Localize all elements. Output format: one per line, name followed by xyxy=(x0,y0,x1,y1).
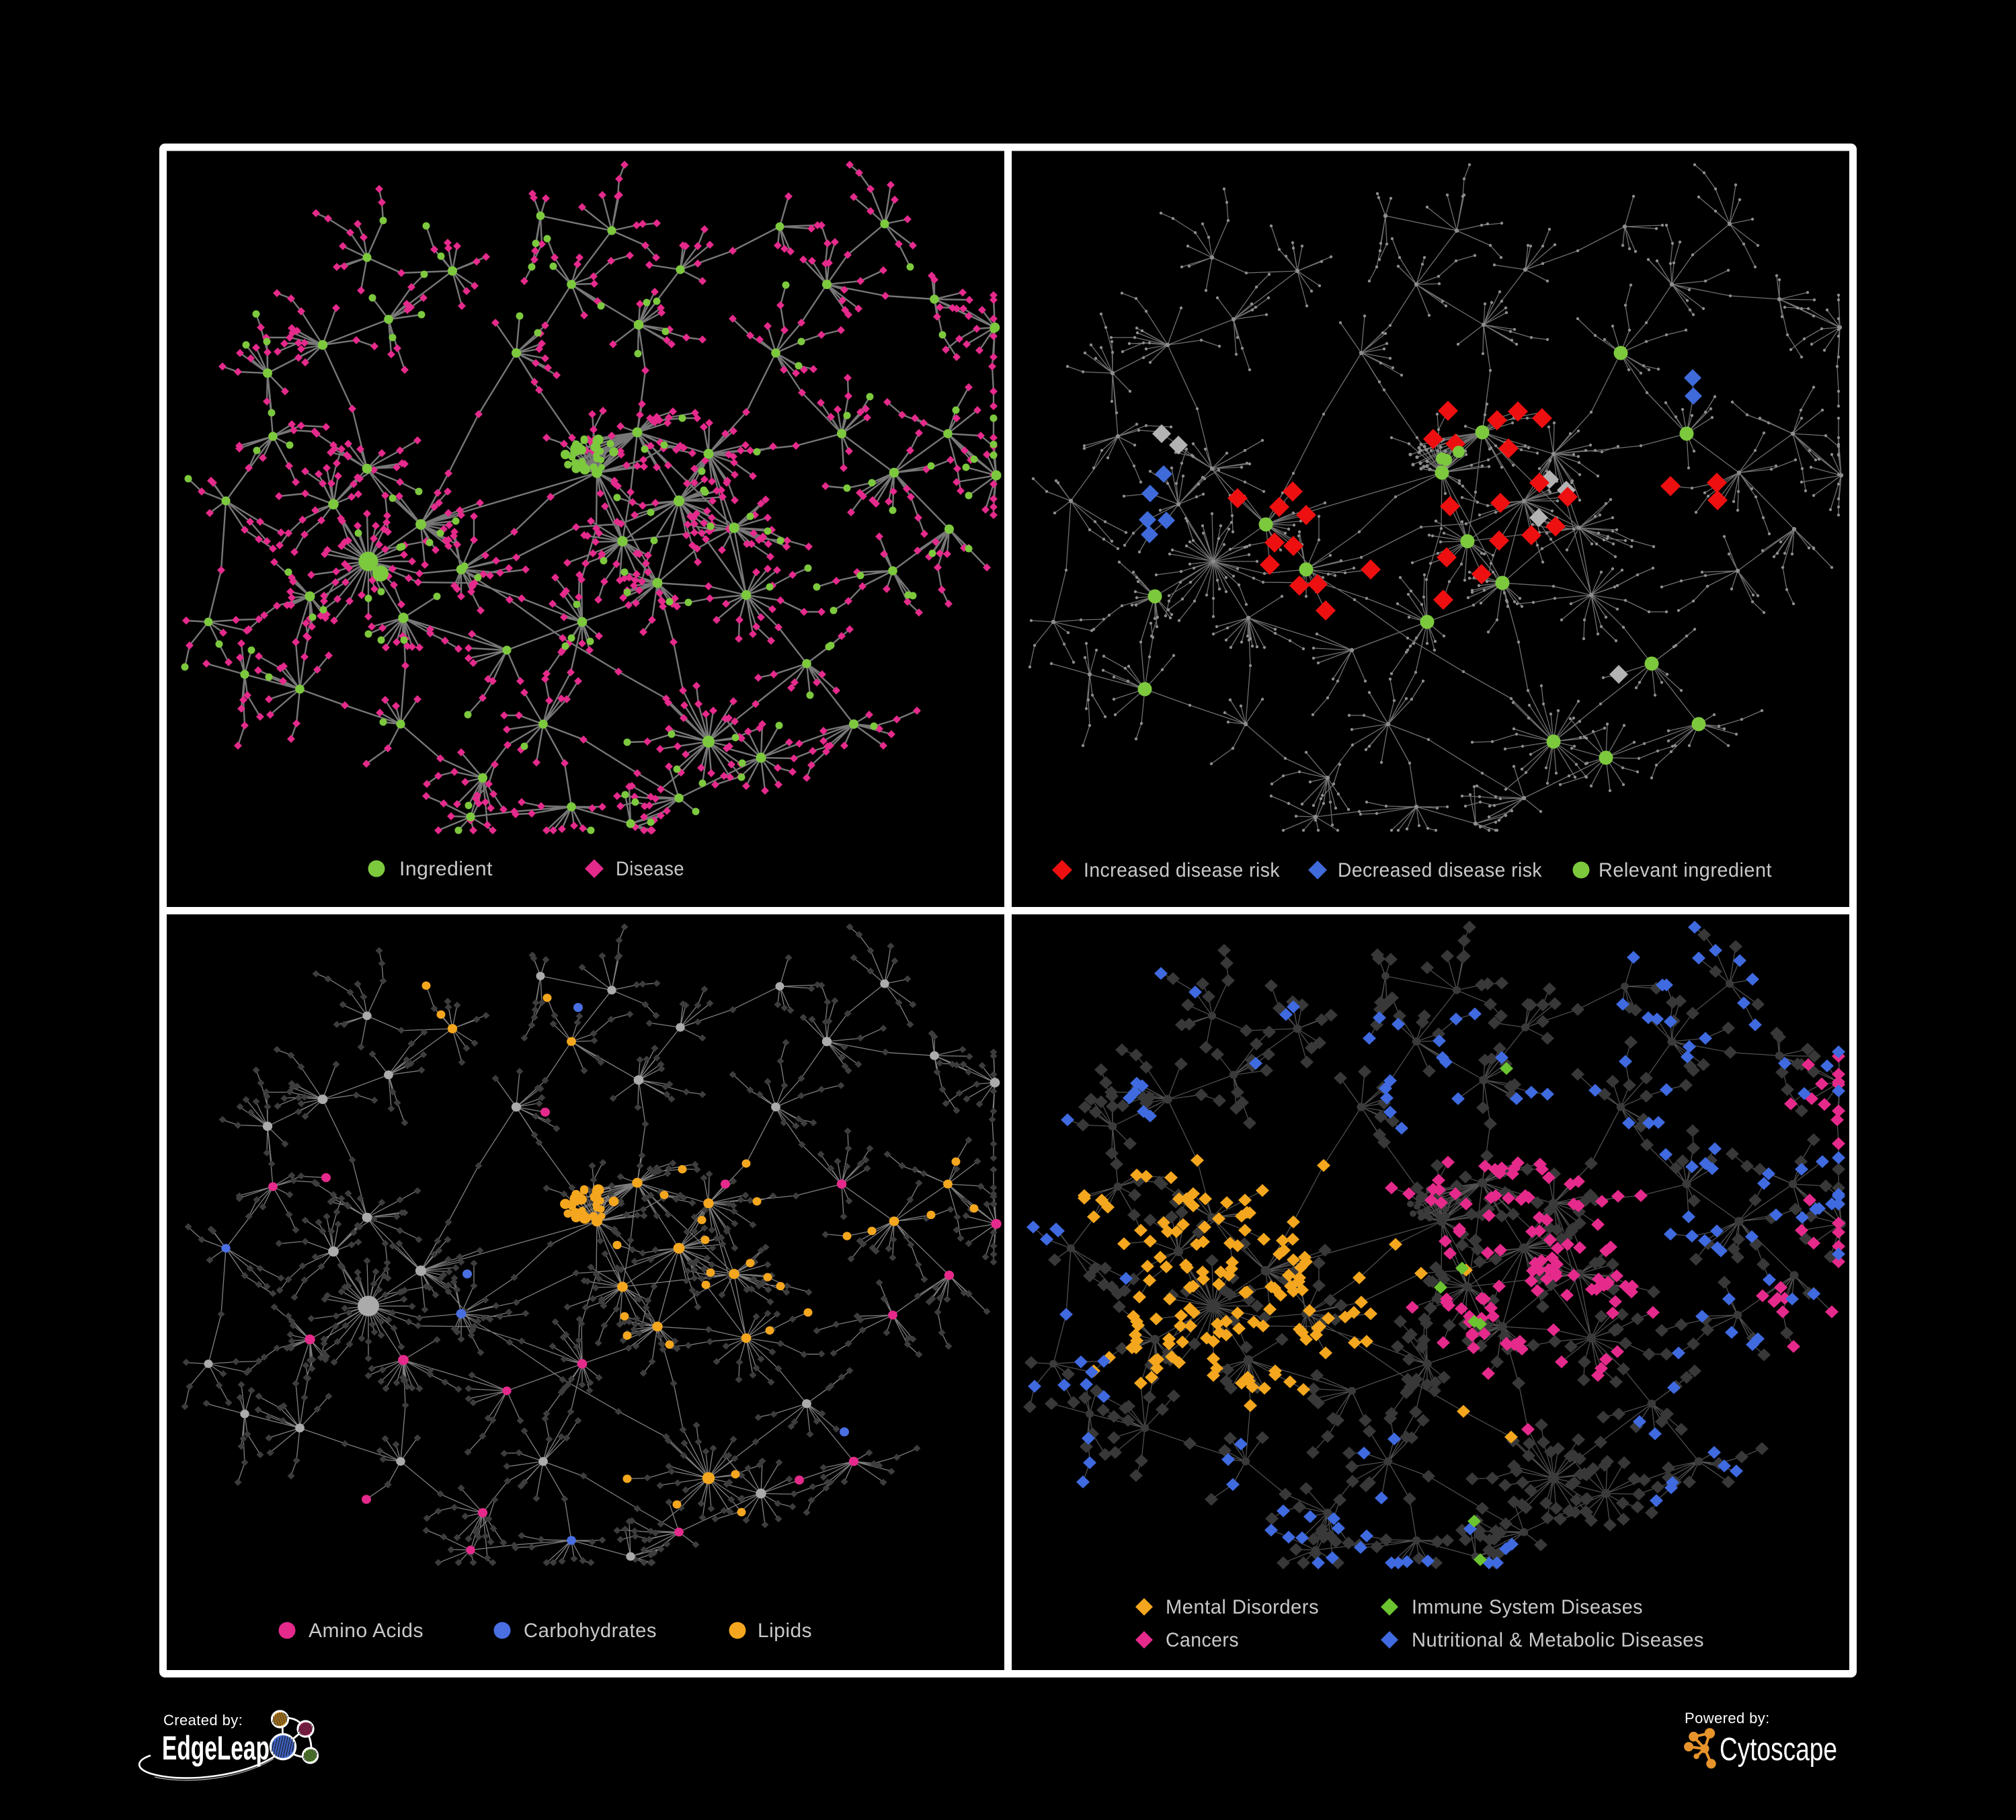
svg-text:EdgeLeap: EdgeLeap xyxy=(162,1729,270,1767)
svg-text:Lipids: Lipids xyxy=(758,1620,812,1642)
svg-text:Created by:: Created by: xyxy=(163,1712,243,1729)
svg-text:Amino Acids: Amino Acids xyxy=(309,1620,424,1642)
svg-text:Powered by:: Powered by: xyxy=(1685,1710,1770,1727)
svg-text:Mental Disorders: Mental Disorders xyxy=(1166,1596,1319,1618)
svg-text:Carbohydrates: Carbohydrates xyxy=(524,1620,657,1642)
svg-text:Cancers: Cancers xyxy=(1166,1629,1239,1651)
svg-text:Relevant ingredient: Relevant ingredient xyxy=(1599,859,1772,881)
svg-text:Immune System Diseases: Immune System Diseases xyxy=(1412,1596,1643,1618)
svg-text:Cytoscape: Cytoscape xyxy=(1720,1732,1837,1768)
svg-text:Disease: Disease xyxy=(616,858,684,880)
svg-text:Decreased disease risk: Decreased disease risk xyxy=(1338,859,1542,881)
svg-text:Increased disease risk: Increased disease risk xyxy=(1084,859,1280,881)
svg-text:Nutritional & Metabolic Diseas: Nutritional & Metabolic Diseases xyxy=(1412,1629,1704,1651)
svg-text:Ingredient: Ingredient xyxy=(399,858,493,880)
